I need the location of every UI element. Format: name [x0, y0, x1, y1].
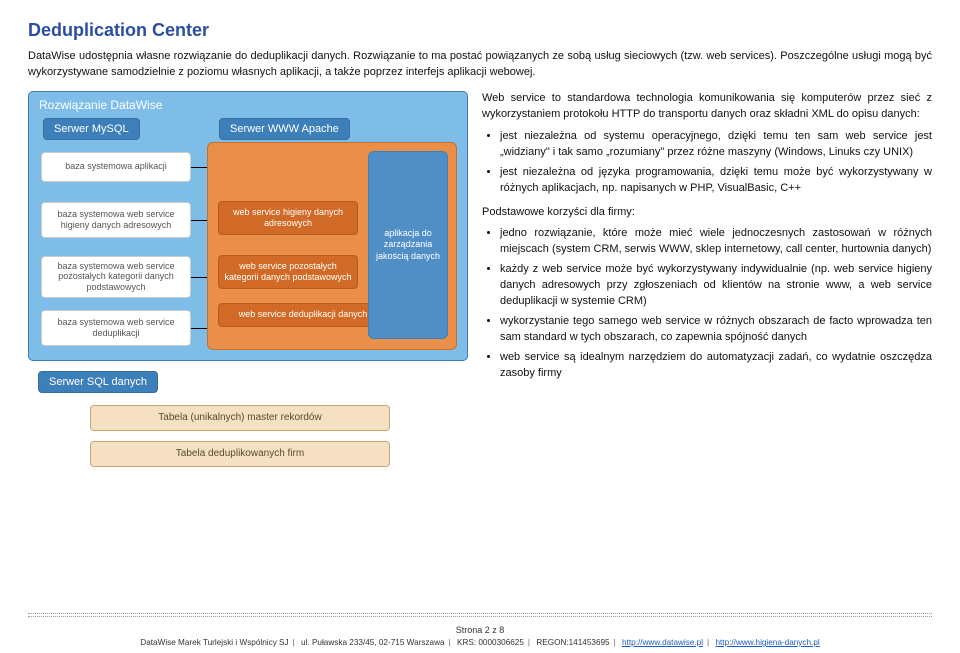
footer-krs: KRS: 0000306625 [457, 638, 524, 647]
intro-text: DataWise udostępnia własne rozwiązanie d… [28, 49, 932, 81]
list-item: jedno rozwiązanie, które może mieć wiele… [500, 226, 932, 258]
two-column-layout: Rozwiązanie DataWise Serwer MySQL Serwer… [28, 91, 932, 545]
benefits-intro: Podstawowe korzyści dla firmy: [482, 205, 932, 221]
list-item: jest niezależna od systemu operacyjnego,… [500, 129, 932, 161]
table-dedup: Tabela deduplikowanych firm [90, 441, 390, 467]
footer-regon: REGON:141453695 [536, 638, 609, 647]
list-item: jest niezależna od języka programowania,… [500, 165, 932, 197]
ws-bullets: jest niezależna od systemu operacyjnego,… [482, 129, 932, 197]
server-mysql-header: Serwer MySQL [43, 118, 140, 140]
management-app: aplikacja do zarządzania jakością danych [368, 151, 448, 339]
ws-dedup: web service deduplikacji danych [218, 303, 388, 327]
ws-intro-para: Web service to standardowa technologia k… [482, 91, 932, 123]
db-box-hygiene: baza systemowa web service higieny danyc… [41, 202, 191, 238]
footer-line: DataWise Marek Turlejski i Wspólnicy SJ|… [0, 638, 960, 647]
benefits-bullets: jedno rozwiązanie, które może mieć wiele… [482, 226, 932, 381]
footer-link-datawise[interactable]: http://www.datawise.pl [622, 638, 703, 647]
datawise-container: Rozwiązanie DataWise Serwer MySQL Serwer… [28, 91, 468, 361]
ws-other: web service pozostałych kategorii danych… [218, 255, 358, 289]
db-box-other: baza systemowa web service pozostałych k… [41, 256, 191, 298]
footer-company: DataWise Marek Turlejski i Wspólnicy SJ [140, 638, 288, 647]
architecture-diagram: Rozwiązanie DataWise Serwer MySQL Serwer… [28, 91, 468, 545]
server-apache-header: Serwer WWW Apache [219, 118, 350, 140]
list-item: wykorzystanie tego samego web service w … [500, 314, 932, 346]
ws-hygiene: web service higieny danych adresowych [218, 201, 358, 235]
footer-link-higiena[interactable]: http://www.higiena-danych.pl [715, 638, 819, 647]
db-box-dedup: baza systemowa web service deduplikacji [41, 310, 191, 346]
apache-inner: web service higieny danych adresowych we… [207, 142, 457, 350]
page-number: Strona 2 z 8 [0, 625, 960, 635]
right-column: Web service to standardowa technologia k… [482, 91, 932, 545]
db-box-app: baza systemowa aplikacji [41, 152, 191, 182]
page-footer: Strona 2 z 8 DataWise Marek Turlejski i … [0, 625, 960, 647]
footer-address: ul. Puławska 233/45, 02-715 Warszawa [301, 638, 445, 647]
page-title: Deduplication Center [28, 20, 932, 41]
datawise-title: Rozwiązanie DataWise [39, 98, 162, 112]
table-master: Tabela (unikalnych) master rekordów [90, 405, 390, 431]
list-item: web service są idealnym narzędziem do au… [500, 350, 932, 382]
left-column: Rozwiązanie DataWise Serwer MySQL Serwer… [28, 91, 468, 545]
list-item: każdy z web service może być wykorzystyw… [500, 262, 932, 310]
server-sql-header: Serwer SQL danych [38, 371, 158, 393]
